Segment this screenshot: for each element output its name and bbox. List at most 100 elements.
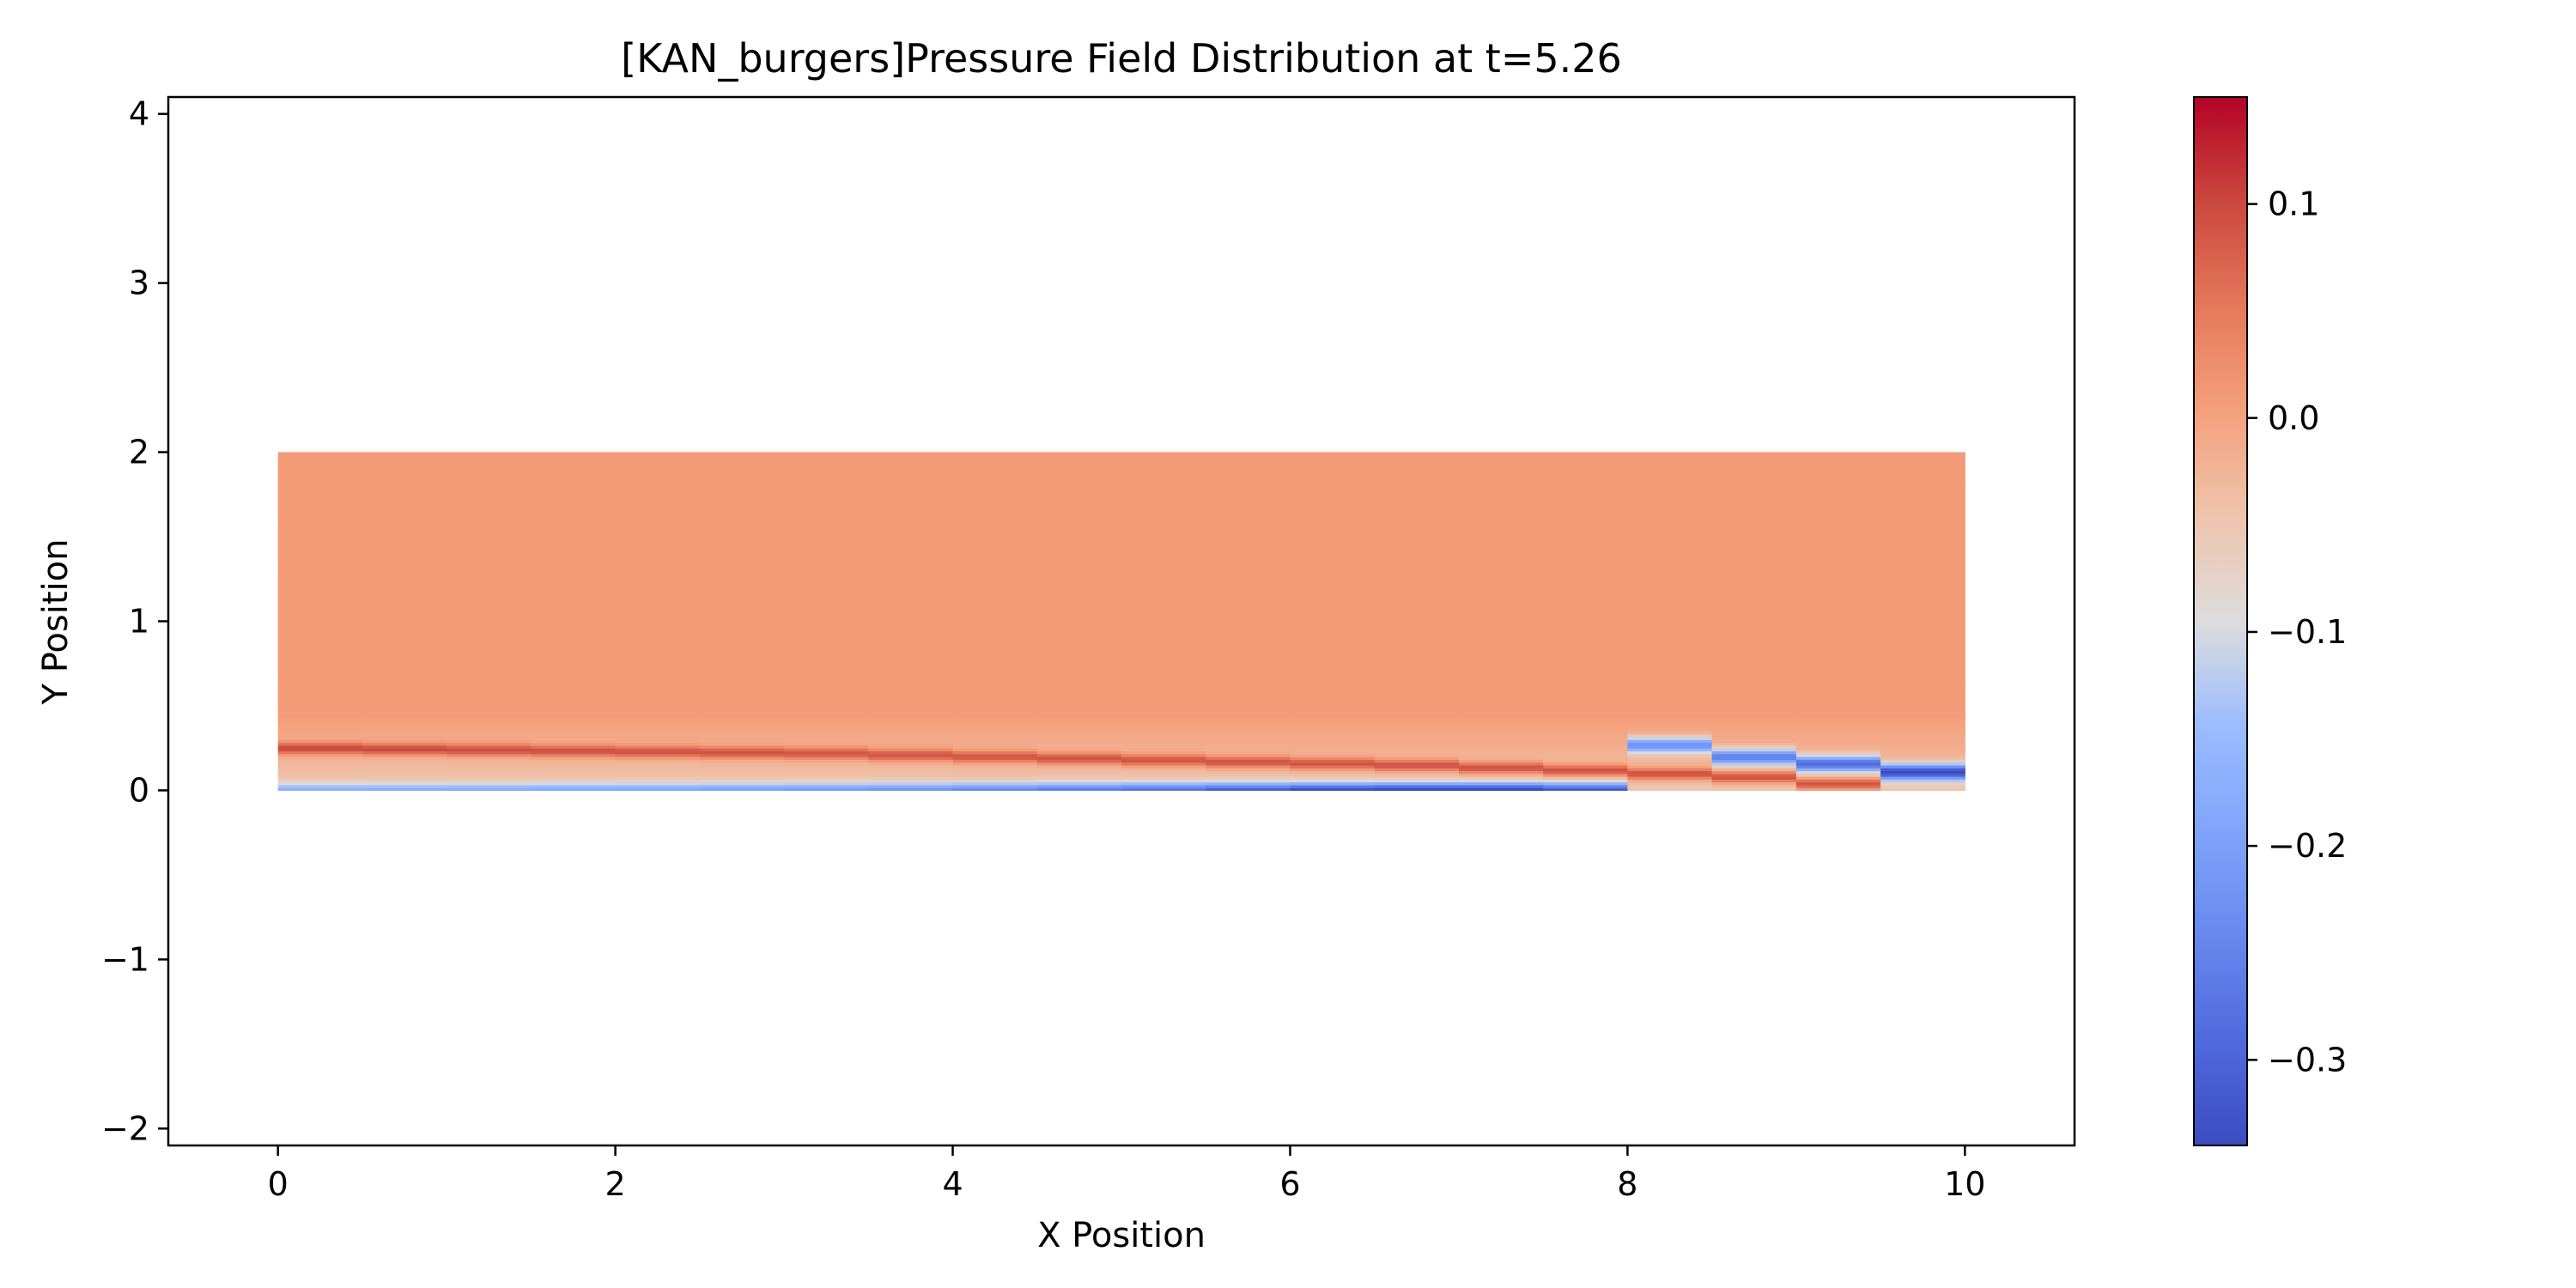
heatmap-cell <box>531 733 617 738</box>
heatmap-cell <box>1543 694 1628 698</box>
heatmap-cell <box>1121 548 1206 552</box>
heatmap-cell <box>361 714 447 718</box>
heatmap-cell <box>1627 542 1713 546</box>
heatmap-cell <box>1121 612 1206 617</box>
heatmap-cell <box>447 579 532 583</box>
heatmap-cell <box>1795 787 1881 792</box>
heatmap-cell <box>1374 731 1460 735</box>
heatmap-cell <box>361 677 447 682</box>
heatmap-cell <box>447 592 532 597</box>
heatmap-cell <box>1543 702 1628 707</box>
heatmap-cell <box>1374 471 1460 476</box>
heatmap-cell <box>1290 513 1376 518</box>
heatmap-cell <box>1206 575 1291 580</box>
heatmap-cell <box>1290 691 1376 696</box>
heatmap-cell <box>1374 610 1460 614</box>
heatmap-cell <box>952 570 1038 574</box>
heatmap-cell <box>1795 528 1881 532</box>
heatmap-cell <box>1795 502 1881 507</box>
heatmap-cell <box>1036 702 1122 707</box>
heatmap-cell <box>1121 779 1206 783</box>
heatmap-cell <box>1206 660 1291 665</box>
heatmap-cell <box>615 548 701 552</box>
heatmap-cell <box>1458 647 1544 650</box>
heatmap-cell <box>1374 568 1460 572</box>
heatmap-cell <box>699 564 785 568</box>
heatmap-cell <box>277 477 363 481</box>
heatmap-cell <box>361 533 447 538</box>
heatmap-cell <box>1795 537 1881 540</box>
heatmap-cell <box>1795 691 1881 696</box>
heatmap-cell <box>1206 458 1291 462</box>
heatmap-cell <box>1880 454 1965 459</box>
heatmap-cell <box>1627 519 1713 524</box>
heatmap-cell <box>1627 641 1713 645</box>
heatmap-cell <box>1627 573 1713 577</box>
heatmap-cell <box>1627 680 1713 684</box>
heatmap-cell <box>1795 671 1881 676</box>
heatmap-cell <box>1627 649 1713 653</box>
heatmap-cell <box>361 587 447 591</box>
heatmap-cell <box>868 575 954 580</box>
heatmap-cell <box>1036 607 1122 611</box>
heatmap-cell <box>447 722 532 726</box>
heatmap-cell <box>1627 494 1713 498</box>
heatmap-cell <box>1121 621 1206 625</box>
heatmap-cell <box>447 502 532 507</box>
heatmap-column <box>277 452 363 792</box>
heatmap-cell <box>447 491 532 495</box>
heatmap-cell <box>1711 683 1797 687</box>
heatmap-cell <box>1543 660 1628 665</box>
heatmap-cell <box>447 781 532 786</box>
heatmap-cell <box>277 502 363 507</box>
heatmap-cell <box>615 697 701 701</box>
heatmap-cell <box>1036 635 1122 639</box>
heatmap-cell <box>1374 539 1460 544</box>
heatmap-cell <box>1121 573 1206 577</box>
heatmap-cell <box>1290 528 1376 532</box>
heatmap-cell <box>699 615 785 619</box>
heatmap-cell <box>1543 568 1628 572</box>
heatmap-cell <box>784 680 869 684</box>
heatmap-cell <box>1374 607 1460 611</box>
heatmap-cell <box>1795 548 1881 552</box>
heatmap-cell <box>952 579 1038 583</box>
heatmap-cell <box>1036 465 1122 470</box>
heatmap-cell <box>531 463 617 467</box>
heatmap-cell <box>447 568 532 572</box>
heatmap-cell <box>952 753 1038 757</box>
heatmap-cell <box>784 700 869 704</box>
heatmap-cell <box>699 573 785 577</box>
heatmap-cell <box>447 764 532 769</box>
heatmap-cell <box>1711 764 1797 769</box>
heatmap-cell <box>868 584 954 588</box>
x-tick-label: 10 <box>1944 1165 1985 1203</box>
heatmap-cell <box>699 759 785 763</box>
heatmap-cell <box>1795 647 1881 650</box>
heatmap-cell <box>447 744 532 749</box>
heatmap-cell <box>1206 454 1291 459</box>
heatmap-cell <box>1543 607 1628 611</box>
heatmap-cell <box>1543 629 1628 634</box>
heatmap-cell <box>531 581 617 586</box>
heatmap-cell <box>615 485 701 489</box>
heatmap-cell <box>952 762 1038 766</box>
heatmap-cell <box>1627 784 1713 788</box>
heatmap-cell <box>531 544 617 549</box>
heatmap-cell <box>784 531 869 535</box>
heatmap-cell <box>784 643 869 647</box>
heatmap-cell <box>952 539 1038 544</box>
heatmap-cell <box>868 744 954 749</box>
heatmap-cell <box>1543 652 1628 656</box>
heatmap-cell <box>1036 776 1122 780</box>
heatmap-cell <box>1290 465 1376 470</box>
heatmap-cell <box>1036 731 1122 735</box>
heatmap-cell <box>1627 779 1713 783</box>
heatmap-cell <box>1543 517 1628 520</box>
heatmap-cell <box>1458 689 1544 693</box>
heatmap-cell <box>1795 764 1881 769</box>
heatmap-cell <box>1543 781 1628 786</box>
heatmap-cell <box>952 485 1038 489</box>
heatmap-cell <box>1627 502 1713 507</box>
heatmap-cell <box>1290 544 1376 549</box>
